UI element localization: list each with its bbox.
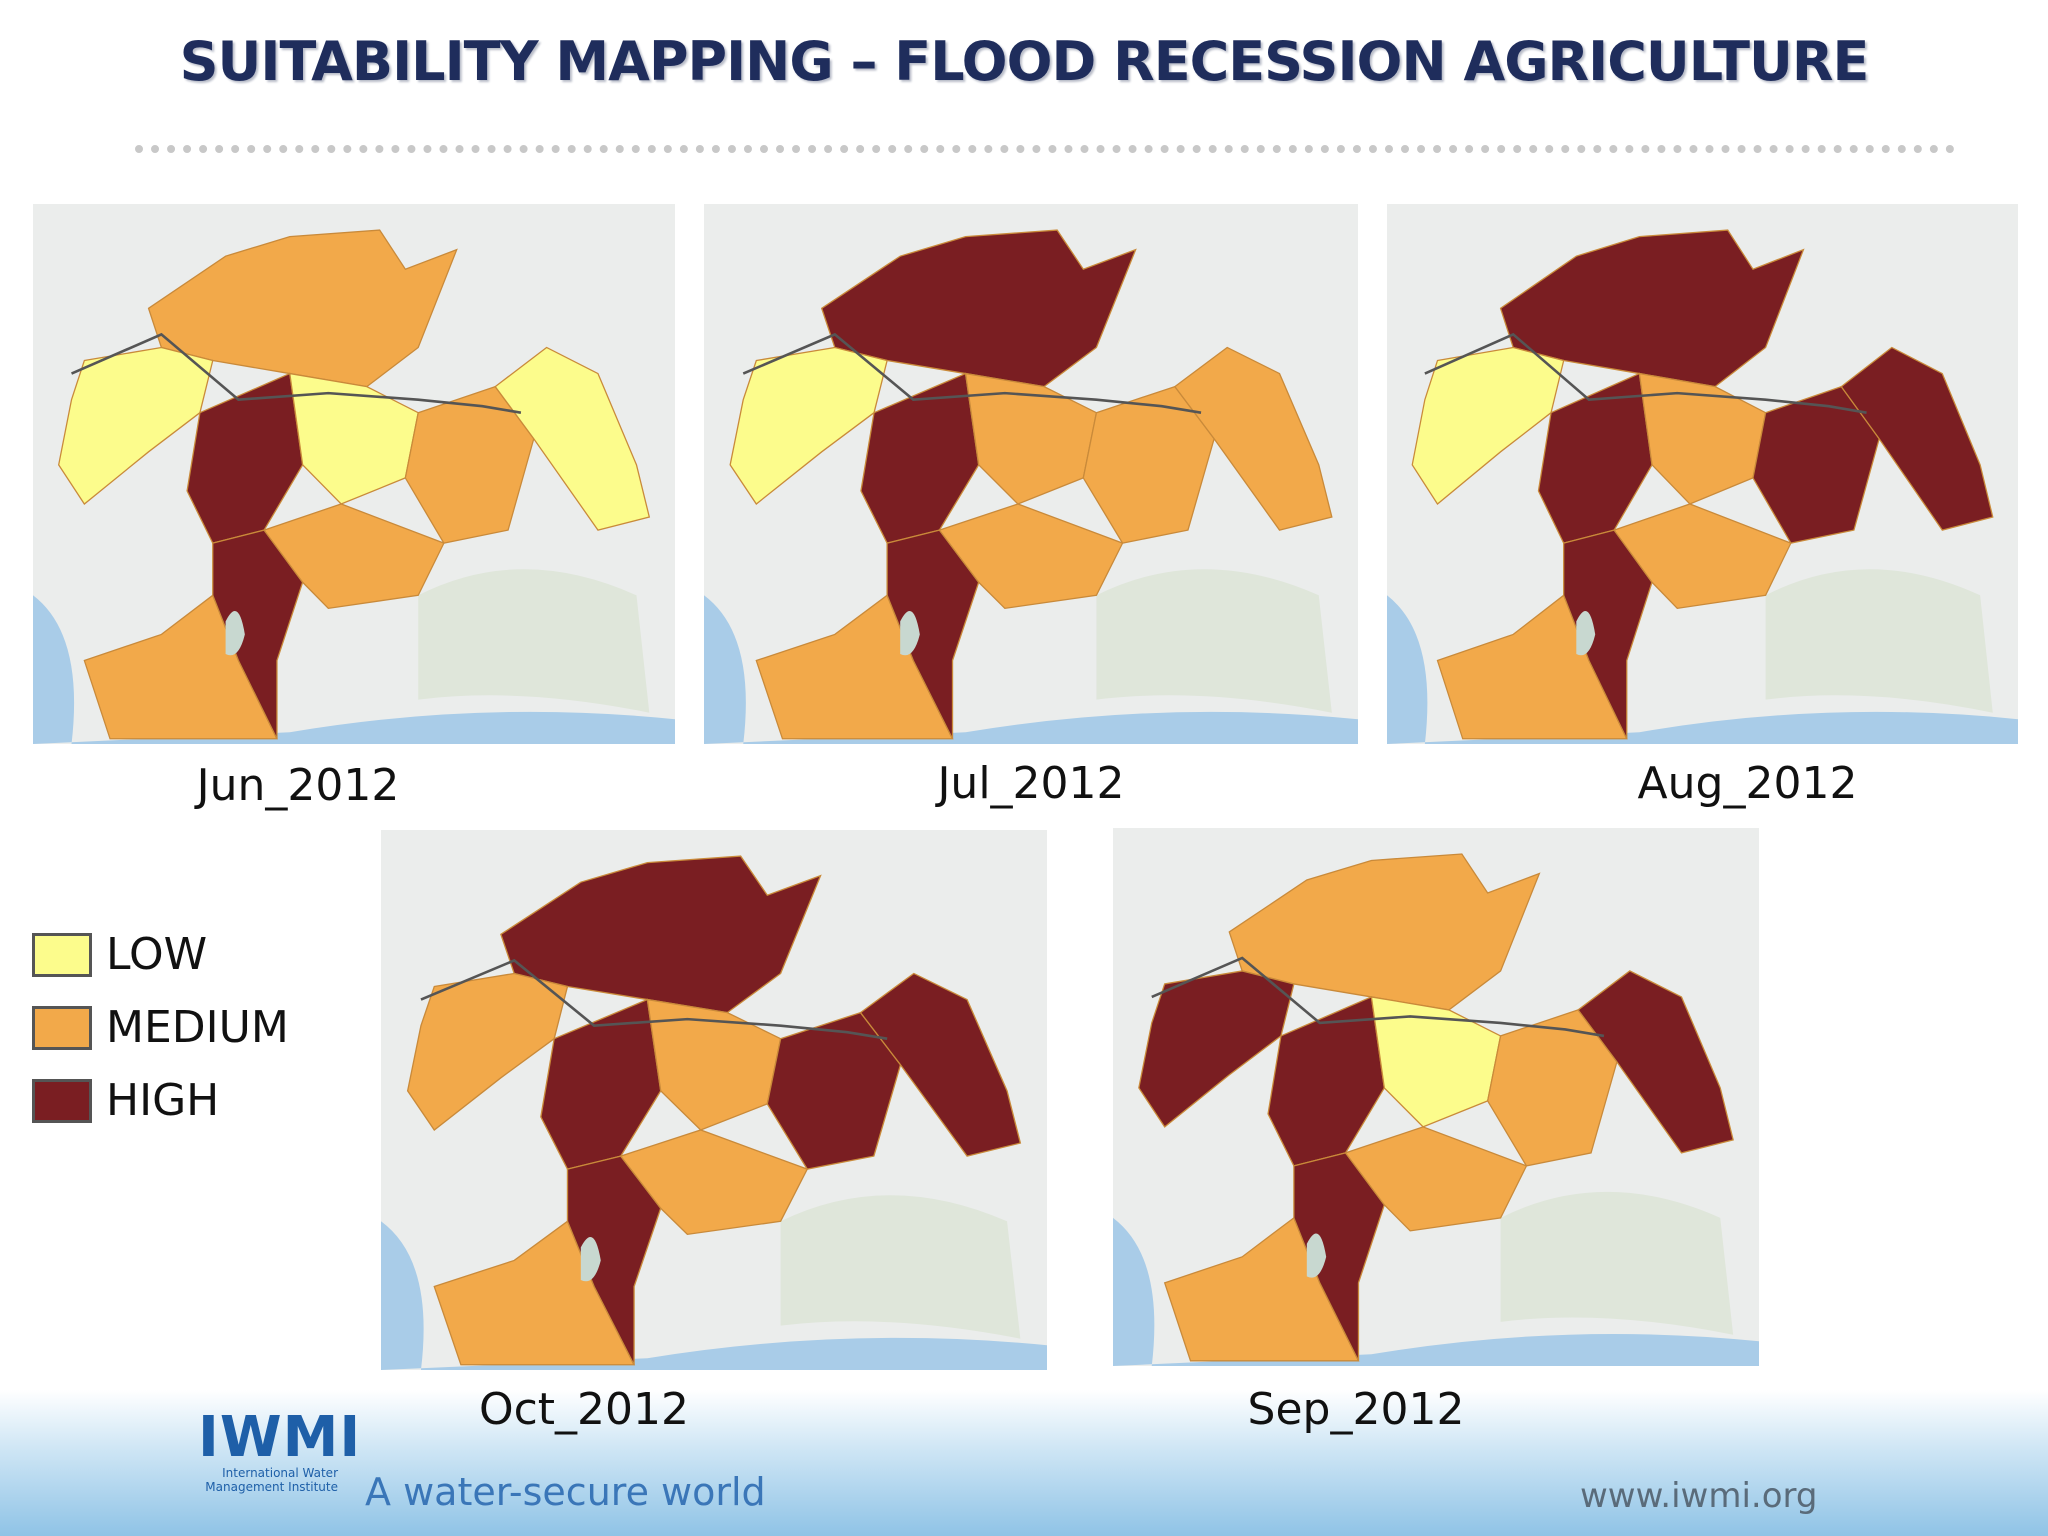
logo-subtitle: International Water Management Institute xyxy=(205,1466,338,1494)
region xyxy=(1577,970,1734,1154)
title: SUITABILITY MAPPING – FLOOD RECESSION AG… xyxy=(179,30,1870,93)
legend-swatch xyxy=(32,932,92,977)
lake xyxy=(225,610,245,656)
lake xyxy=(900,610,920,656)
logo: IWMI International Water Management Inst… xyxy=(198,1405,362,1495)
river xyxy=(420,958,888,1040)
legend-swatch xyxy=(32,1005,92,1050)
region xyxy=(1344,1126,1528,1232)
legend-label: MEDIUM xyxy=(106,1002,289,1053)
map-label: Aug_2012 xyxy=(1637,758,1858,809)
map-label: Jul_2012 xyxy=(937,758,1125,809)
map xyxy=(704,204,1358,744)
region xyxy=(1411,346,1565,505)
river xyxy=(1151,956,1605,1038)
region xyxy=(263,503,445,610)
lake xyxy=(1306,1233,1327,1278)
water xyxy=(381,1221,1047,1370)
url: www.iwmi.org xyxy=(1580,1476,1818,1516)
legend-item: MEDIUM xyxy=(32,991,289,1064)
map xyxy=(1113,828,1759,1366)
map-label: Oct_2012 xyxy=(478,1384,690,1435)
land-texture xyxy=(1765,569,1993,713)
river xyxy=(1424,332,1867,414)
region xyxy=(406,972,569,1131)
water xyxy=(704,595,1358,744)
legend: LOW MEDIUM HIGH xyxy=(32,918,289,1137)
region xyxy=(938,503,1124,610)
divider xyxy=(135,145,1955,153)
river xyxy=(71,332,522,414)
legend-item: LOW xyxy=(32,918,289,991)
land-texture xyxy=(780,1195,1021,1339)
water xyxy=(33,595,675,744)
footer-band xyxy=(0,1390,2048,1536)
map-label: Jun_2012 xyxy=(196,760,400,811)
map-label: Sep_2012 xyxy=(1247,1384,1465,1435)
region xyxy=(1138,970,1295,1128)
map xyxy=(1387,204,2018,744)
land-texture xyxy=(418,569,650,713)
map xyxy=(381,830,1047,1370)
region xyxy=(494,346,651,531)
land-texture xyxy=(1500,1191,1734,1335)
region xyxy=(619,1129,809,1236)
logo-text: IWMI xyxy=(198,1405,362,1470)
region xyxy=(1613,503,1792,610)
region xyxy=(57,346,214,505)
region xyxy=(729,346,888,505)
map xyxy=(33,204,675,744)
legend-label: LOW xyxy=(106,929,208,980)
river xyxy=(742,332,1202,414)
region xyxy=(859,972,1022,1157)
water xyxy=(1113,1217,1759,1366)
tagline: A water-secure world xyxy=(365,1470,766,1514)
water xyxy=(1387,595,2018,744)
region xyxy=(1173,346,1333,531)
land-texture xyxy=(1096,569,1332,713)
lake xyxy=(580,1236,601,1282)
legend-swatch xyxy=(32,1078,92,1123)
region xyxy=(1840,346,1994,531)
legend-item: HIGH xyxy=(32,1064,289,1137)
legend-label: HIGH xyxy=(106,1075,220,1126)
lake xyxy=(1576,610,1596,656)
